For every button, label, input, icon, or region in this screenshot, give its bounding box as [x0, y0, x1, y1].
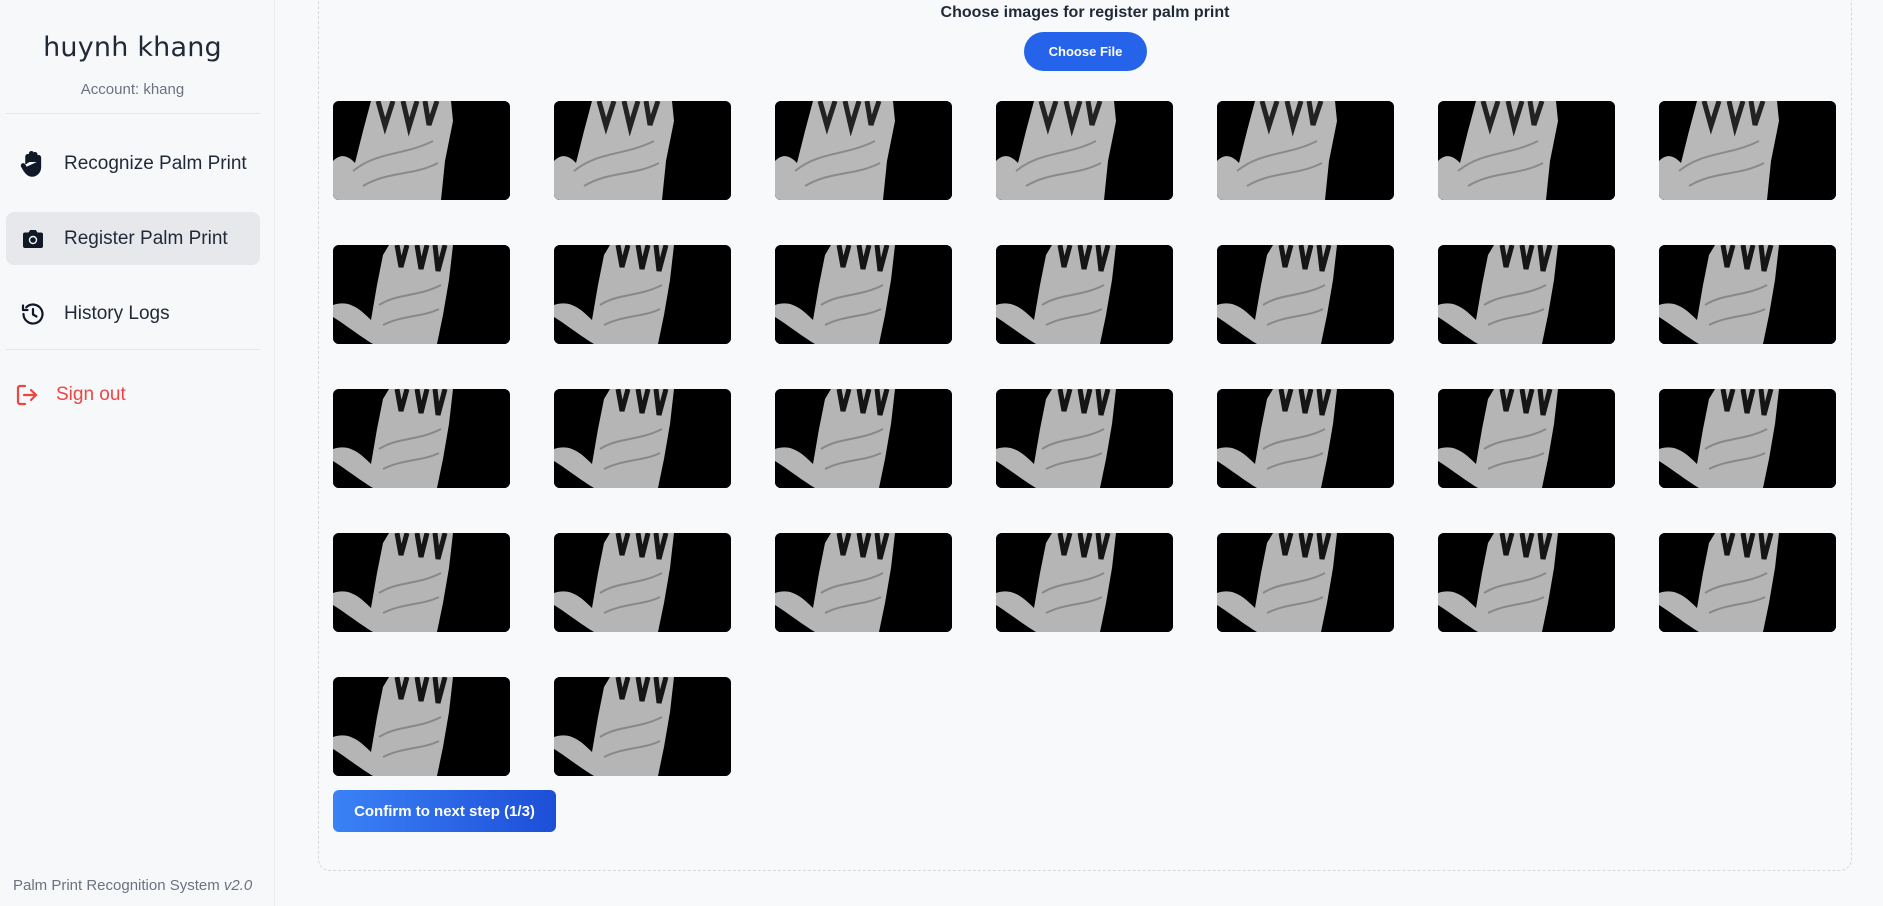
- palm-image-thumbnail: [996, 101, 1173, 200]
- confirm-next-step-button[interactable]: Confirm to next step (1/3): [333, 790, 556, 832]
- palm-image-thumbnail: [775, 101, 952, 200]
- sidebar: huynh khang Account: khang Recognize Pal…: [0, 0, 275, 906]
- sidebar-item-history[interactable]: History Logs: [6, 287, 260, 340]
- palm-image-thumbnail: [554, 533, 731, 632]
- choose-title: Choose images for register palm print: [940, 4, 1230, 21]
- palm-image-thumbnail: [554, 677, 731, 776]
- sidebar-item-register[interactable]: Register Palm Print: [6, 212, 260, 265]
- palm-image-thumbnail: [996, 245, 1173, 344]
- palm-image-thumbnail: [554, 101, 731, 200]
- palm-image-thumbnail: [1217, 101, 1394, 200]
- sidebar-item-label: Recognize Palm Print: [64, 152, 247, 174]
- palm-image-thumbnail: [996, 533, 1173, 632]
- sidebar-item-label: Register Palm Print: [64, 227, 228, 249]
- palm-image-thumbnail: [1438, 245, 1615, 344]
- signout-label: Sign out: [56, 383, 126, 405]
- sidebar-item-label: History Logs: [64, 302, 170, 324]
- palm-image-thumbnail: [1438, 101, 1615, 200]
- footer: Palm Print Recognition System v2.0: [13, 877, 252, 894]
- palm-image-thumbnail: [1659, 389, 1836, 488]
- palm-image-thumbnail: [333, 101, 510, 200]
- palm-image-thumbnail: [1217, 245, 1394, 344]
- palm-image-thumbnail: [1438, 389, 1615, 488]
- palm-image-thumbnail: [1438, 533, 1615, 632]
- user-name: huynh khang: [43, 32, 222, 63]
- palm-image-thumbnail: [333, 245, 510, 344]
- camera-icon: [19, 225, 47, 253]
- palm-image-thumbnail: [1217, 389, 1394, 488]
- divider: [6, 349, 260, 350]
- sidebar-item-recognize[interactable]: Recognize Palm Print: [6, 137, 260, 190]
- logout-icon: [14, 381, 42, 409]
- palm-image-thumbnail: [1217, 533, 1394, 632]
- palm-image-thumbnail: [775, 533, 952, 632]
- palm-image-thumbnail: [333, 389, 510, 488]
- palm-image-thumbnail: [333, 533, 510, 632]
- history-icon: [19, 300, 47, 328]
- palm-image-thumbnail: [775, 389, 952, 488]
- signout-button[interactable]: Sign out: [6, 368, 260, 421]
- divider: [6, 113, 260, 114]
- palm-image-thumbnail: [996, 389, 1173, 488]
- account-label: Account: khang: [80, 81, 185, 98]
- choose-file-button[interactable]: Choose File: [1024, 32, 1147, 71]
- palm-image-thumbnail: [1659, 101, 1836, 200]
- footer-version: v2.0: [223, 877, 253, 894]
- footer-text: Palm Print Recognition System: [13, 877, 224, 894]
- hand-icon: [19, 150, 47, 178]
- palm-image-thumbnail: [775, 245, 952, 344]
- palm-image-thumbnail: [554, 245, 731, 344]
- palm-image-thumbnail: [1659, 533, 1836, 632]
- palm-image-thumbnail: [333, 677, 510, 776]
- palm-image-thumbnail: [554, 389, 731, 488]
- palm-image-thumbnail: [1659, 245, 1836, 344]
